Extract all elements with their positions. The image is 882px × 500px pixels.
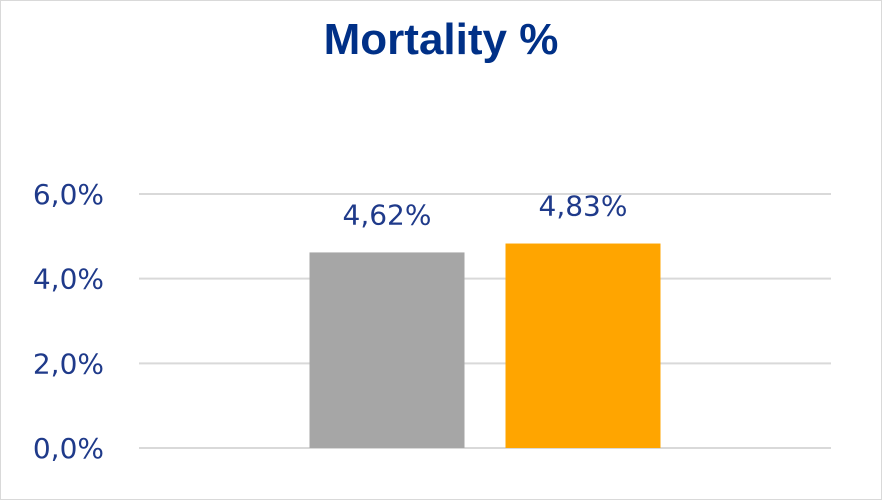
y-tick-label: 0,0% — [33, 432, 104, 465]
bars — [309, 243, 661, 448]
bar-value-label-1: 4,83% — [539, 190, 628, 223]
gridlines — [139, 193, 831, 449]
y-tick-label: 4,0% — [33, 263, 104, 296]
bar-1 — [505, 243, 661, 448]
chart-title: Mortality % — [323, 15, 559, 64]
y-axis-ticks: 0,0% 2,0% 4,0% 6,0% — [33, 178, 104, 465]
y-tick-label: 2,0% — [33, 347, 104, 380]
bar-0 — [309, 252, 465, 448]
bar-value-label-0: 4,62% — [343, 198, 432, 231]
data-labels: 4,62% 4,83% — [343, 190, 628, 232]
y-tick-label: 6,0% — [33, 178, 104, 211]
